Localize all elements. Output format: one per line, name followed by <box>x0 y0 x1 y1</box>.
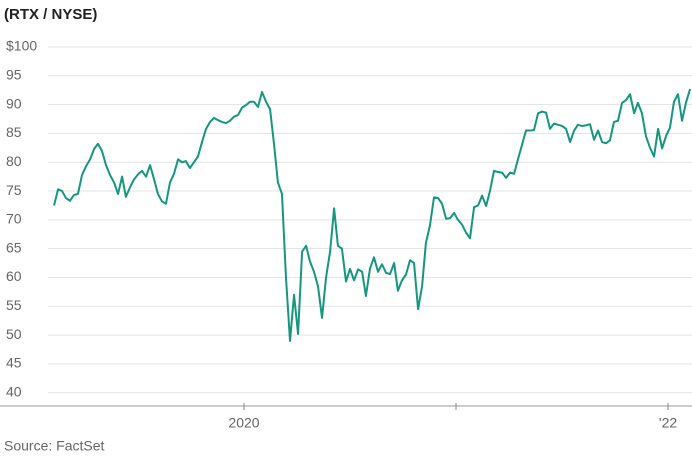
y-tick-label: 55 <box>6 297 22 313</box>
x-tick-label: 2020 <box>228 415 259 431</box>
y-tick-label: $100 <box>6 38 37 54</box>
y-tick-label: 45 <box>6 355 22 371</box>
y-tick-label: 75 <box>6 182 22 198</box>
y-tick-label: 60 <box>6 268 22 284</box>
y-tick-label: 95 <box>6 67 22 83</box>
chart-title: (RTX / NYSE) <box>4 6 97 23</box>
y-tick-label: 80 <box>6 153 22 169</box>
y-tick-label: 40 <box>6 383 22 399</box>
y-tick-label: 65 <box>6 239 22 255</box>
y-tick-label: 90 <box>6 95 22 111</box>
y-tick-label: 50 <box>6 326 22 342</box>
price-line <box>53 88 692 342</box>
y-tick-label: 85 <box>6 124 22 140</box>
y-tick-label: 70 <box>6 211 22 227</box>
source-note: Source: FactSet <box>4 438 104 454</box>
x-tick-label: '22 <box>659 415 677 431</box>
